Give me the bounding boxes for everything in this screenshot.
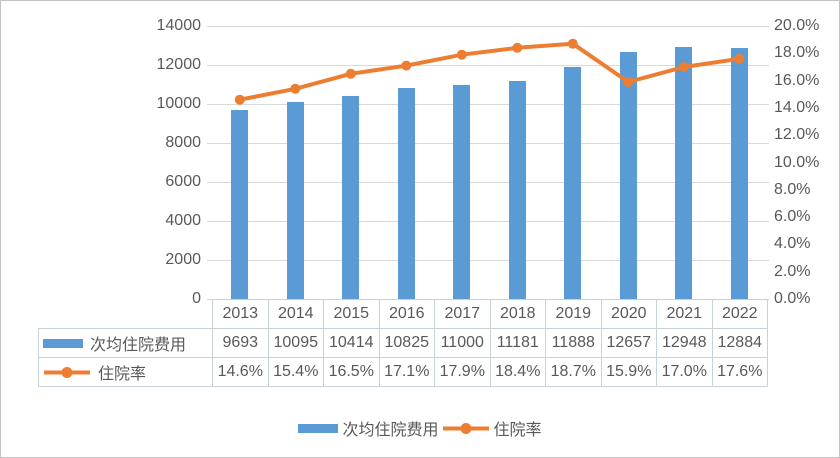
rate-point-2014 [290,83,301,94]
rate-line [239,41,740,102]
rate-point-2018 [512,42,523,53]
cost-cell-2021: 12948 [656,328,713,358]
cost-cell-2020: 12657 [600,328,657,358]
right-axis-tick: 6.0% [774,208,811,226]
bar-2021 [675,46,693,299]
left-axis-tick: 4000 [165,212,201,229]
table-corner-blank [39,300,213,329]
year-cell-2021: 2021 [656,299,713,329]
right-axis-tick: 20.0% [774,17,820,34]
cost-cell-2014: 10095 [267,328,324,358]
gridline [207,104,769,105]
rate-cell-2018: 18.4% [489,357,546,387]
rate-cell-2020: 15.9% [600,357,657,387]
cost-cell-2013: 9693 [212,328,269,358]
bar-2018 [508,81,526,299]
data-table: 2013 2014 2015 2016 2017 2018 2019 2020 2021 2022… [38,299,768,387]
year-cell-2020: 2020 [600,299,657,329]
legend-item-bar: 次均住院费用 [298,416,439,440]
gridline [207,143,769,144]
gridline [207,260,769,261]
right-axis-tick: 10.0% [774,153,820,171]
cost-cell-2018: 11181 [489,328,546,358]
cost-cell-2019: 11888 [545,328,602,358]
gridline [207,26,769,27]
bar-2014 [286,102,304,299]
bar-2016 [397,87,415,299]
cost-cell-2017: 11000 [434,328,491,358]
chart-legend: 次均住院费用 住院率 [1,416,839,440]
legend-bar-label: 次均住院费用 [342,422,439,439]
rate-point-2017 [456,49,467,60]
year-cell-2017: 2017 [434,299,491,329]
left-axis-tick: 12000 [156,56,202,73]
right-axis-tick: 18.0% [774,44,820,62]
right-axis-tick: 2.0% [774,262,811,280]
rate-series-label: 住院率 [98,366,147,383]
left-axis-tick: 6000 [165,173,201,190]
year-cell-2014: 2014 [267,299,324,329]
year-cell-2015: 2015 [323,299,380,329]
right-axis-tick: 4.0% [774,235,811,253]
bar-2020 [619,52,637,299]
table-rowhead-cost: 次均住院费用 [38,328,213,358]
bar-swatch-icon [43,338,83,348]
year-cell-2019: 2019 [545,299,602,329]
rate-point-2015 [345,68,356,79]
legend-item-line: 住院率 [442,416,542,440]
bar-2017 [453,84,471,299]
right-axis-tick: 16.0% [774,71,820,89]
cost-cell-2022: 12884 [711,328,768,358]
year-cell-2022: 2022 [711,299,768,329]
gridline [207,221,769,222]
rate-cell-2015: 16.5% [323,357,380,387]
bar-2019 [564,67,582,299]
table-row-years: 2013 2014 2015 2016 2017 2018 2019 2020 2021 2022 [39,299,768,329]
table-rowhead-rate: 住院率 [38,357,213,387]
rate-point-2019 [567,38,578,49]
table-row-rate: 住院率 14.6% 15.4% 16.5% 17.1% 17.9% 18.4% 18.7% 15… [38,357,768,387]
left-axis-tick: 0 [192,290,201,307]
rate-cell-2014: 15.4% [267,357,324,387]
left-axis-tick: 14000 [156,17,202,34]
cost-cell-2015: 10414 [323,328,380,358]
rate-cell-2016: 17.1% [378,357,435,387]
rate-cell-2017: 17.9% [434,357,491,387]
right-axis-tick: 8.0% [774,180,811,198]
left-axis-tick: 10000 [156,95,202,112]
right-axis-tick: 0.0% [774,290,811,307]
gridline [207,182,769,183]
right-axis-tick: 12.0% [774,126,820,144]
cost-cell-2016: 10825 [378,328,435,358]
right-axis-tick: 14.0% [774,98,820,116]
line-swatch-icon [44,366,90,378]
bar-2013 [231,110,249,299]
cost-series-label: 次均住院费用 [90,337,187,354]
rate-cell-2021: 17.0% [656,357,713,387]
left-axis-tick: 8000 [165,134,201,151]
line-swatch-icon [442,422,489,434]
legend-line-label: 住院率 [493,422,542,439]
rate-cell-2013: 14.6% [212,357,269,387]
rate-cell-2022: 17.6% [711,357,768,387]
year-cell-2018: 2018 [489,299,546,329]
year-cell-2016: 2016 [378,299,435,329]
bar-2015 [342,95,360,299]
bar-swatch-icon [298,423,339,433]
year-cell-2013: 2013 [212,299,269,329]
left-axis-tick: 2000 [165,251,201,268]
rate-cell-2019: 18.7% [545,357,602,387]
bar-2022 [730,47,748,299]
table-row-cost: 次均住院费用 9693 10095 10414 10825 11000 11181 11888… [38,328,768,358]
